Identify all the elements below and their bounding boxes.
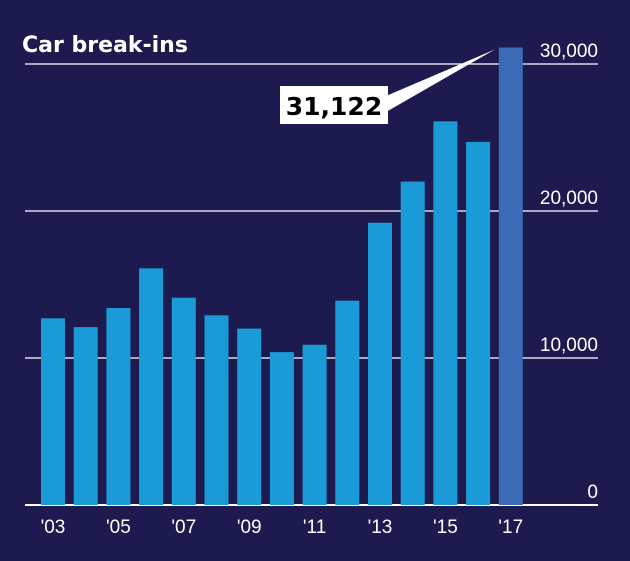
bar-17 [498, 47, 523, 506]
y-tick-label: 30,000 [540, 41, 598, 62]
x-tick-label: '17 [498, 517, 523, 538]
bar-04 [73, 327, 98, 505]
x-tick-label: '13 [368, 517, 393, 538]
bar-06 [139, 268, 164, 505]
bar-14 [400, 181, 425, 505]
bar-10 [269, 352, 294, 505]
callout-box [280, 86, 388, 124]
x-tick-label: '15 [433, 517, 458, 538]
annotation-callout: 31,122 [280, 49, 495, 124]
bar-08 [204, 315, 229, 505]
callout-value: 31,122 [286, 92, 382, 121]
x-tick-labels: '03 '05 '07 '09 '11 '13 '15 '17 [41, 517, 524, 538]
bar-07 [171, 297, 196, 505]
bar-11 [302, 344, 327, 505]
bars [41, 47, 523, 506]
bar-03 [41, 318, 65, 505]
y-tick-label: 20,000 [540, 188, 598, 209]
x-tick-label: '11 [303, 517, 326, 538]
y-tick-labels: 0 10,000 20,000 30,000 [540, 41, 598, 503]
bar-09 [237, 328, 262, 505]
bar-16 [466, 141, 491, 505]
bar-05 [106, 308, 131, 505]
y-tick-label: 10,000 [540, 335, 598, 356]
bar-15 [433, 121, 458, 505]
y-tick-label: 0 [587, 482, 598, 503]
x-tick-label: '03 [41, 517, 66, 538]
callout-pointer [386, 49, 495, 112]
bar-12 [335, 300, 360, 505]
x-tick-label: '07 [171, 517, 196, 538]
x-tick-label: '05 [106, 517, 131, 538]
bar-13 [368, 222, 392, 505]
x-tick-label: '09 [237, 517, 262, 538]
chart-title: Car break-ins [22, 33, 188, 58]
